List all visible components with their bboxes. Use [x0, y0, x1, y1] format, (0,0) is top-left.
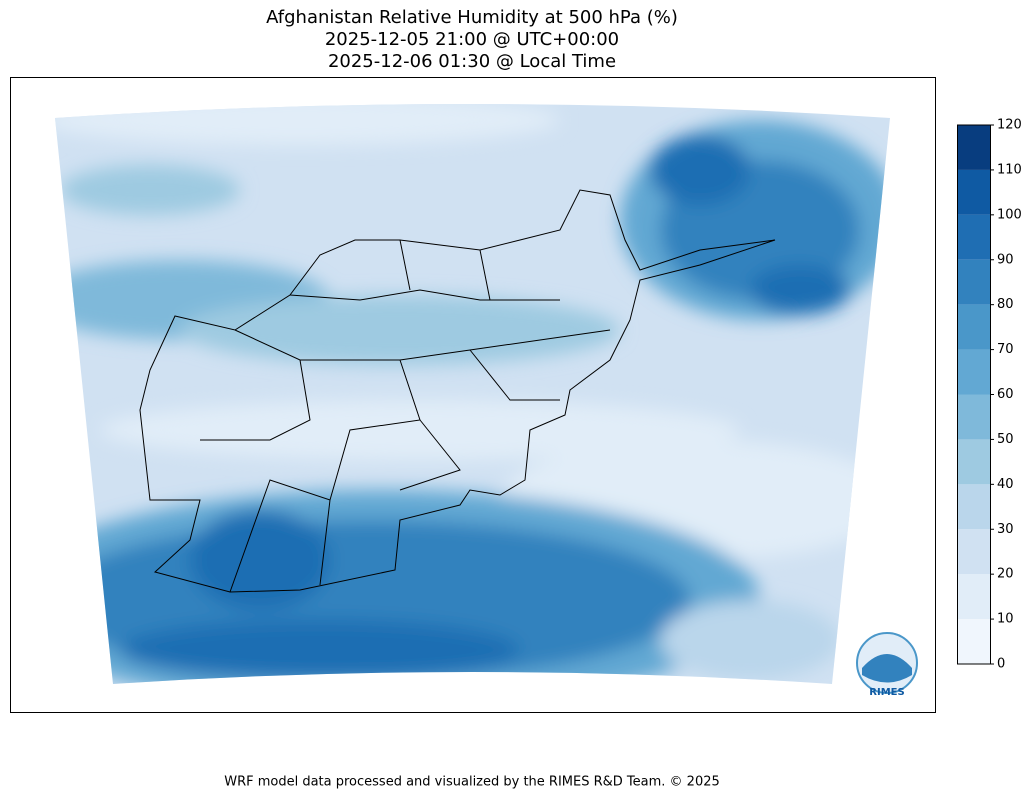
title-line: Afghanistan Relative Humidity at 500 hPa…	[266, 7, 678, 28]
colorbar-segment	[957, 169, 990, 215]
tick-label: 90	[997, 252, 1014, 267]
colorbar-segment	[957, 484, 990, 530]
tick-label: 40	[997, 477, 1014, 492]
colorbar-segment	[957, 214, 990, 260]
tick-label: 70	[997, 342, 1014, 357]
title-line: 2025-12-05 21:00 @ UTC+00:00	[325, 29, 619, 50]
colorbar-segment	[957, 125, 990, 170]
logo-text: RIMES	[869, 687, 904, 698]
colorbar: 0 10 20 30 40 50 60 70 80 90 100 110 120	[957, 118, 1022, 672]
colorbar-segment	[957, 304, 990, 350]
map-frame	[10, 77, 936, 713]
tick-label: 120	[997, 118, 1022, 133]
tick-label: 80	[997, 297, 1014, 312]
humidity-field	[55, 104, 890, 684]
tick-label: 110	[997, 162, 1022, 177]
colorbar-segment	[957, 529, 990, 575]
title-line: 2025-12-06 01:30 @ Local Time	[328, 51, 616, 72]
footer: WRF model data processed and visualized …	[224, 775, 720, 790]
tick-label: 10	[997, 612, 1014, 627]
tick-label: 0	[997, 657, 1005, 672]
tick-label: 30	[997, 522, 1014, 537]
tick-label: 100	[997, 207, 1022, 222]
logo: RIMES	[856, 632, 918, 698]
colorbar-segment	[957, 619, 990, 664]
colorbar-segment	[957, 439, 990, 485]
colorbar-segment	[957, 349, 990, 395]
tick-label: 20	[997, 567, 1014, 582]
colorbar-segment	[957, 394, 990, 440]
tick-label: 60	[997, 387, 1014, 402]
colorbar-segment	[957, 574, 990, 620]
colorbar-segment	[957, 259, 990, 305]
tick-label: 50	[997, 432, 1014, 447]
country-borders	[139, 189, 776, 593]
